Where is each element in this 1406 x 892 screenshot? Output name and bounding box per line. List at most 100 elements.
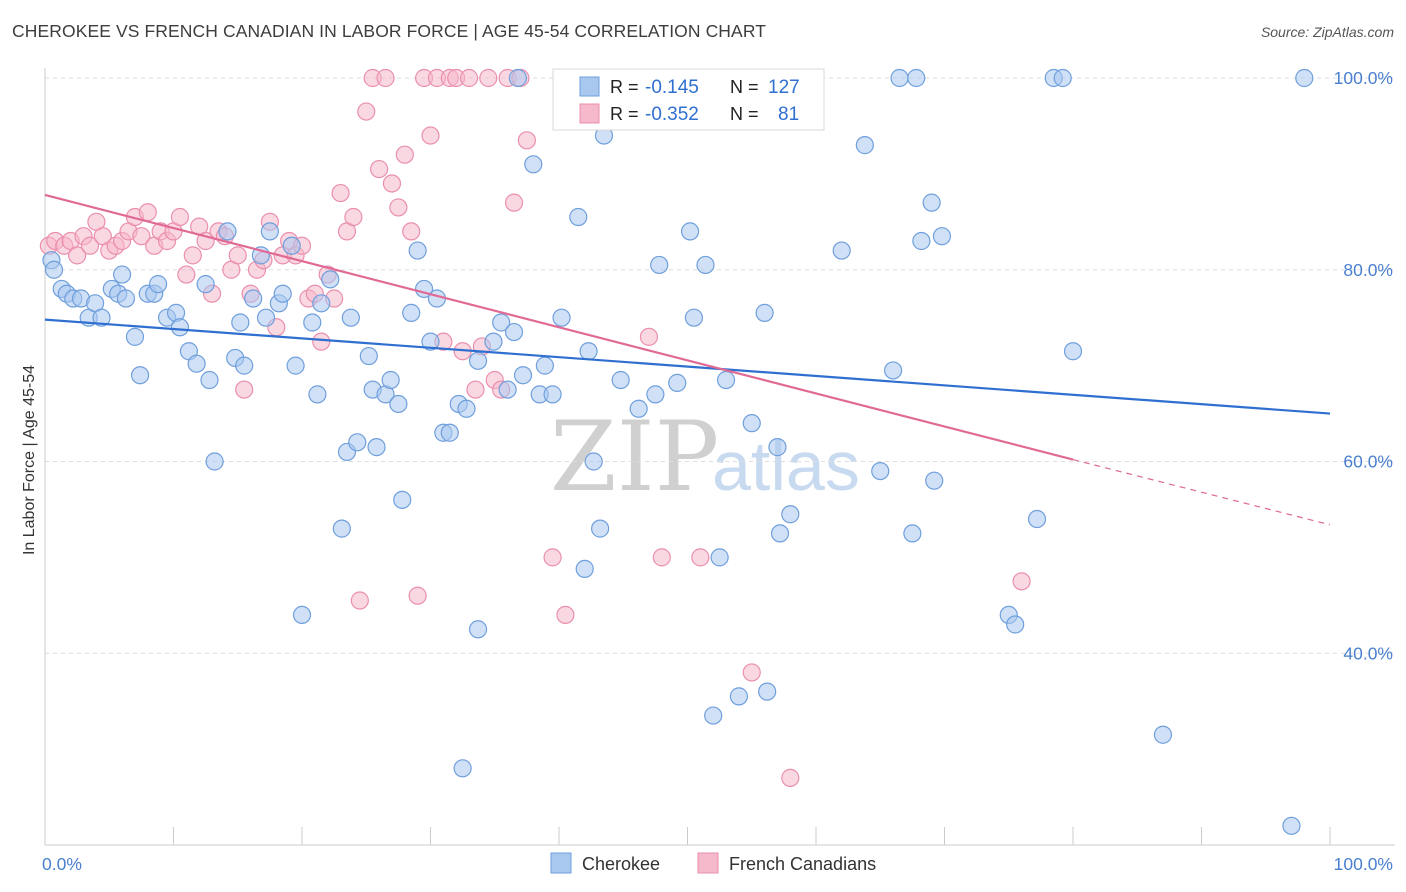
cherokee-point [389,394,408,414]
stats-legend-r-value-1: -0.145 [645,77,699,98]
stats-legend-n-value-2: 81 [778,104,799,125]
french-canadians-point [639,327,659,346]
cherokee-point [890,68,909,88]
stats-legend-n-label-2: N = [730,104,759,124]
french-canadians-point [132,227,151,246]
cherokee-point [244,289,263,308]
cherokee-point [286,356,305,375]
axes [44,68,1395,846]
watermark-atlas: atlas [712,427,860,505]
french-canadians-point [138,203,157,222]
cherokee-point [543,385,562,404]
cherokee-points [42,68,1314,835]
cherokee-point [231,313,250,332]
cherokee-point [584,452,603,471]
y-axis-title: In Labor Force | Age 45-54 [21,365,38,555]
cherokee-point [457,399,476,418]
cherokee-point [292,605,312,625]
cherokee-point [256,308,276,327]
cherokee-point [932,227,952,246]
cherokee-point [710,548,729,567]
source-label: Source: ZipAtlas.com [1260,24,1394,40]
cherokee-point [468,351,488,370]
french-canadians-point [652,548,671,567]
cherokee-point [273,284,292,303]
cherokee-point [696,255,715,275]
cherokee-point [235,356,254,375]
cherokee-point [312,294,331,313]
cherokee-point [200,370,219,390]
cherokee-point [348,433,367,452]
stats-legend-swatch-french [579,103,600,124]
cherokee-point [367,438,386,457]
cherokee-point [922,193,941,212]
cherokee-point [468,620,488,639]
legend-swatch-french [697,852,719,874]
french-canadians-trend-line [44,193,1074,461]
cherokee-point [903,524,922,543]
cherokee-point [148,275,168,294]
cherokee-point [524,155,543,174]
french-canadians-point [421,126,440,145]
cherokee-point [650,255,669,275]
cherokee-point [591,519,610,538]
cherokee-point [205,452,224,471]
french-canadians-point [344,207,363,227]
cherokee-point [492,313,511,332]
cherokee-point [668,373,687,392]
y-tick-label: 100.0% [1334,68,1393,88]
stats-legend-r-value-2: -0.352 [645,104,699,125]
cherokee-point [341,308,360,327]
cherokee-point [303,313,322,332]
x-tick-label: 100.0% [1334,854,1393,874]
french-canadians-point [517,131,536,150]
cherokee-point [770,524,790,543]
french-canadians-point [691,548,710,567]
french-canadians-point [183,246,202,265]
cherokee-point [907,68,926,88]
cherokee-point [729,687,749,706]
french-canadians-trend-extension [1072,459,1331,526]
cherokee-point [680,222,700,241]
cherokee-point [381,370,400,390]
tick-labels: 40.0% 60.0% 80.0% 100.0% 0.0% 100.0% [42,68,1393,874]
cherokee-point [742,414,761,433]
cherokee-point [440,423,459,442]
cherokee-point [393,490,412,509]
cherokee-point [569,207,588,227]
stats-legend-n-value-1: 127 [768,77,800,98]
cherokee-point [498,380,517,399]
stats-legend-n-label-1: N = [730,77,759,97]
cherokee-point [112,265,132,284]
y-tick-label: 60.0% [1343,452,1393,472]
french-canadians-point [170,207,190,227]
cherokee-point [1282,816,1301,835]
cherokee-point [535,356,554,375]
french-canadians-points [39,68,1031,787]
french-canadians-point [235,380,254,399]
french-canadians-point [556,605,575,625]
cherokee-point [1053,68,1072,88]
y-tick-label: 80.0% [1343,260,1393,280]
cherokee-point [832,241,851,260]
cherokee-point [575,559,594,578]
cherokee-point [218,222,237,241]
french-canadians-point [80,236,100,255]
cherokee-point [755,303,774,322]
french-canadians-point [389,198,408,217]
cherokee-point [92,308,111,327]
cherokee-point [196,275,215,294]
french-canadians-point [543,548,562,567]
cherokee-point [308,385,327,404]
cherokee-point [758,682,777,701]
cherokee-point [855,136,874,155]
cherokee-point [260,222,279,241]
cherokee-point [1006,615,1025,634]
cherokee-point [579,342,598,361]
stats-legend-r-label-2: R = [610,104,639,124]
stats-legend-swatch-cherokee [579,76,600,97]
french-canadians-point [504,193,524,212]
cherokee-point [332,519,351,538]
cherokee-point [1063,342,1083,361]
